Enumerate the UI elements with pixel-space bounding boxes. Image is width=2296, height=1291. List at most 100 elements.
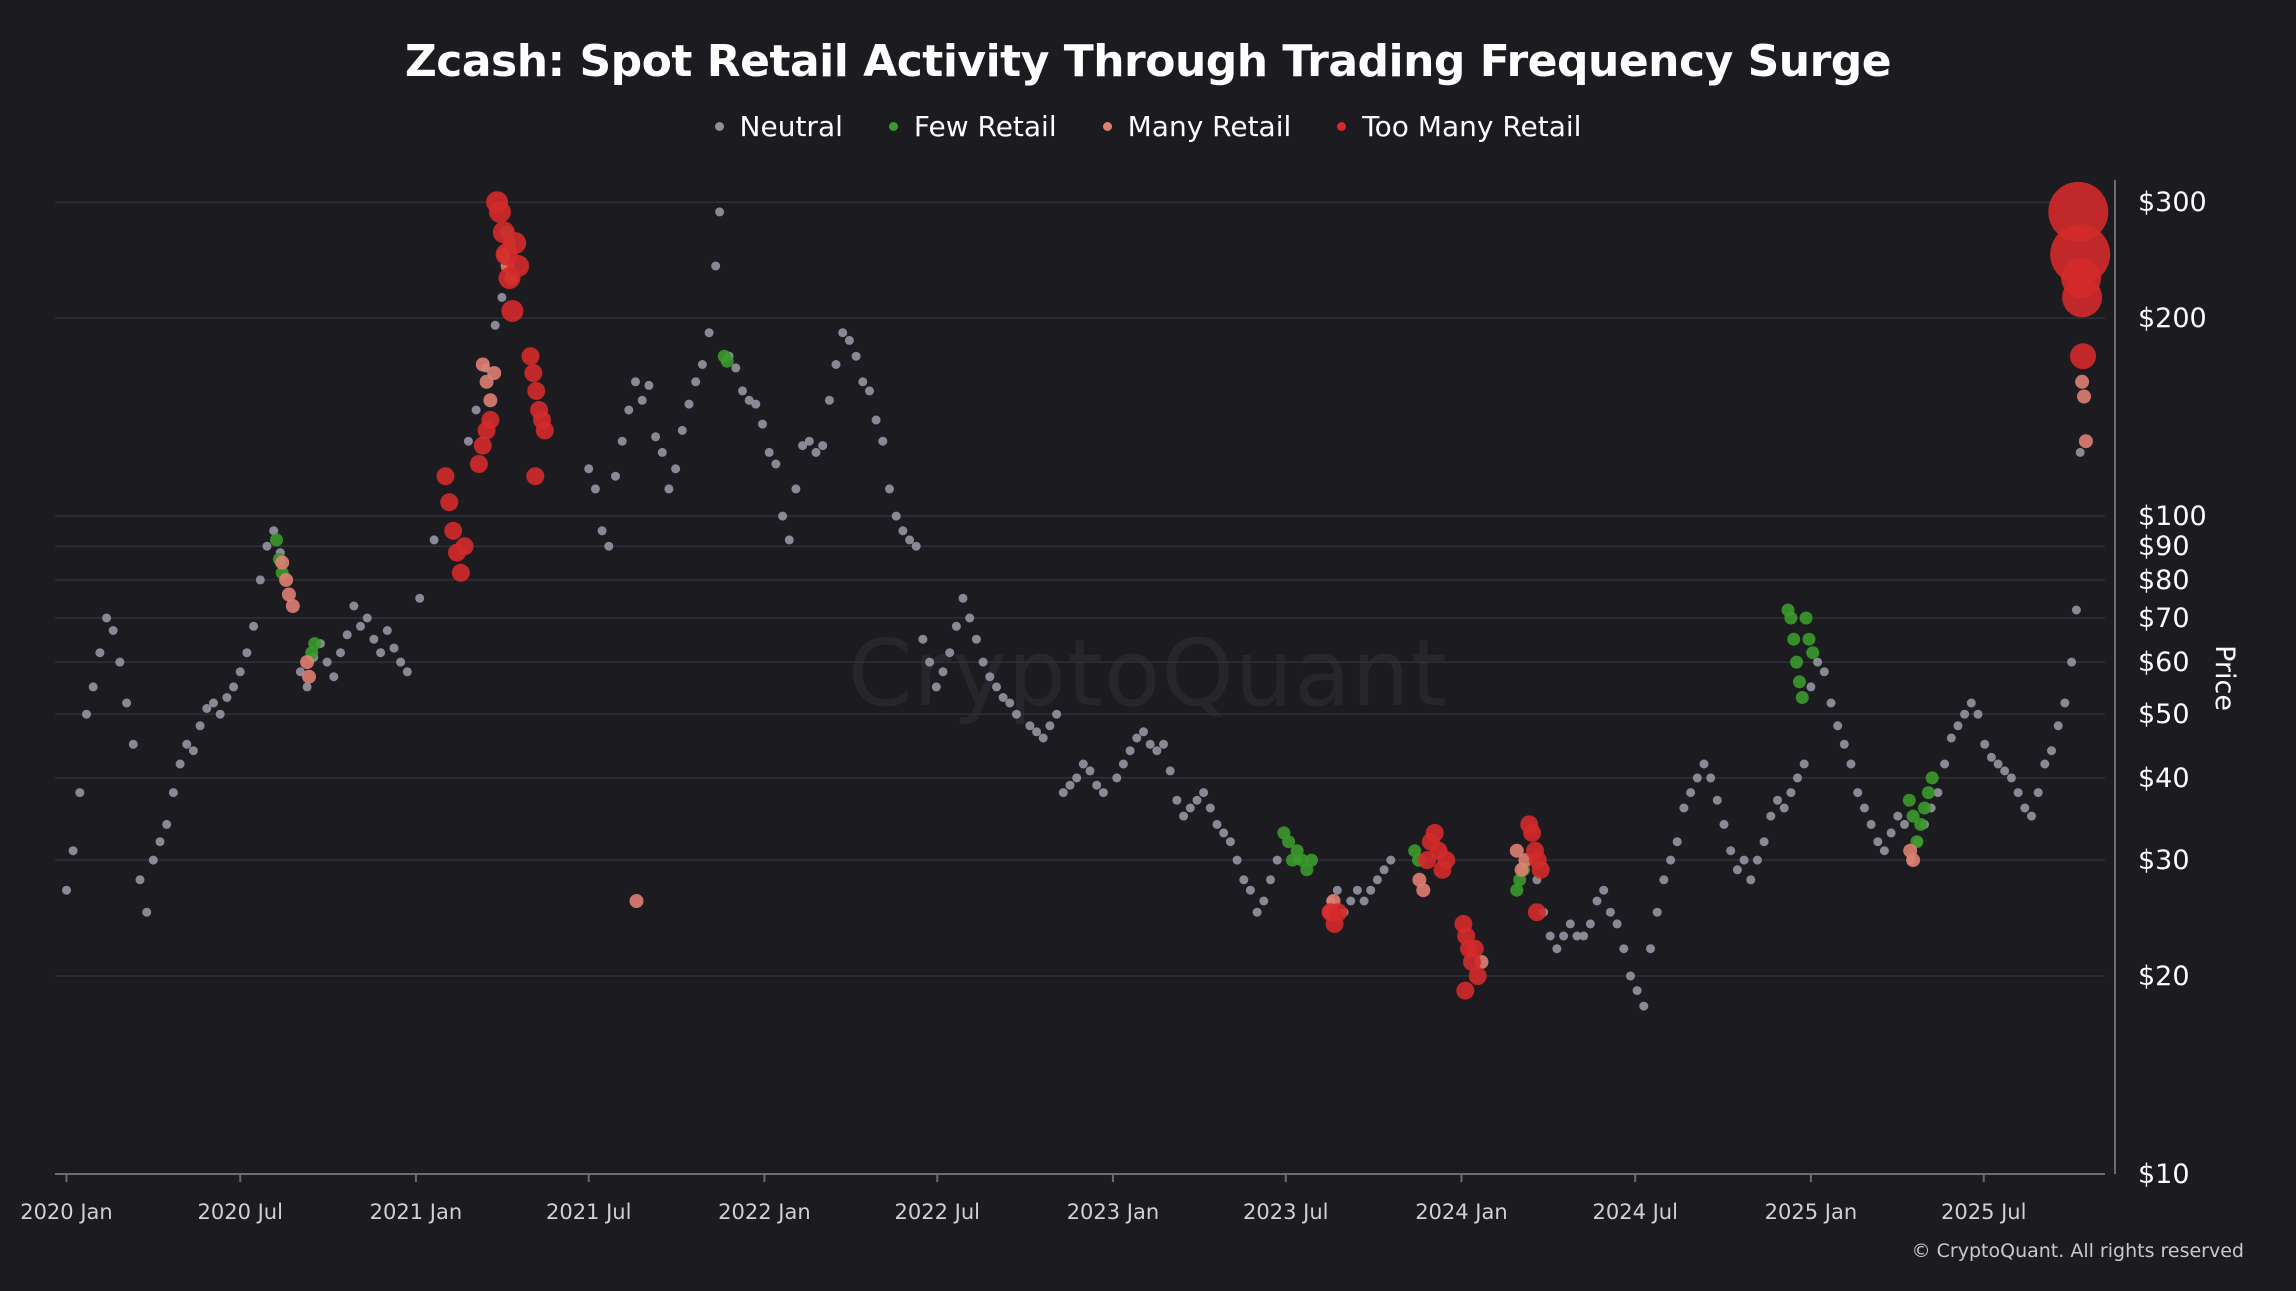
few-retail-point — [1510, 883, 1524, 897]
neutral-point — [2033, 788, 2043, 798]
neutral-point — [1973, 709, 1983, 719]
neutral-point — [1986, 752, 1996, 762]
neutral-point — [1879, 846, 1889, 856]
legend-marker-neutral — [714, 122, 724, 131]
legend-item-few-retail[interactable]: Few Retail — [888, 110, 1057, 143]
neutral-point — [175, 759, 185, 769]
neutral-point — [108, 626, 118, 635]
neutral-point — [871, 415, 881, 425]
neutral-point — [1092, 780, 1102, 790]
neutral-point — [965, 613, 975, 623]
neutral-point — [1686, 788, 1696, 798]
legend-item-many-retail[interactable]: Many Retail — [1102, 110, 1292, 143]
neutral-point — [1773, 795, 1782, 805]
neutral-point — [1933, 788, 1943, 798]
neutral-point — [677, 425, 687, 435]
neutral-point — [905, 535, 915, 545]
neutral-point — [429, 535, 439, 545]
neutral-point — [209, 698, 218, 708]
many-retail-point — [279, 572, 294, 587]
neutral-point — [102, 613, 112, 623]
neutral-point — [691, 377, 701, 387]
neutral-point — [82, 709, 91, 719]
too-many-retail-point — [451, 563, 470, 582]
too-many-retail-point — [1456, 981, 1475, 1000]
neutral-point — [1873, 837, 1883, 847]
x-tick-label: 2025 Jul — [1941, 1200, 2026, 1224]
neutral-point — [1005, 698, 1015, 708]
neutral-point — [135, 875, 145, 885]
few-retail-point — [308, 637, 322, 651]
neutral-point — [68, 846, 78, 856]
neutral-point — [1752, 855, 1762, 865]
neutral-point — [155, 837, 165, 847]
neutral-point — [1786, 788, 1796, 798]
legend-item-too-many-retail[interactable]: Too Many Retail — [1337, 110, 1581, 143]
x-tick-label: 2022 Jan — [718, 1200, 811, 1224]
neutral-point — [1946, 733, 1956, 743]
legend-label-many-retail: Many Retail — [1127, 110, 1292, 143]
legend-label-few-retail: Few Retail — [913, 110, 1057, 143]
y-tick-label: $80 — [2138, 565, 2190, 596]
too-many-retail-point — [2062, 277, 2103, 318]
neutral-point — [2040, 759, 2050, 769]
neutral-point — [2067, 657, 2077, 667]
neutral-point — [1272, 855, 1282, 865]
neutral-point — [617, 436, 627, 446]
neutral-point — [1038, 733, 1048, 743]
too-many-retail-point — [469, 455, 488, 473]
neutral-point — [697, 360, 707, 369]
watermark: CryptoQuant — [848, 620, 1448, 727]
neutral-point — [168, 788, 178, 798]
neutral-point — [1085, 766, 1095, 776]
neutral-point — [1966, 698, 1976, 708]
neutral-point — [202, 704, 212, 713]
neutral-point — [1352, 885, 1362, 895]
y-tick-label: $10 — [2138, 1159, 2190, 1190]
neutral-point — [1565, 919, 1575, 929]
many-retail-point — [275, 555, 290, 570]
neutral-point — [1185, 803, 1195, 813]
neutral-point — [249, 621, 259, 631]
legend-marker-too-many-retail — [1337, 122, 1347, 131]
few-retail-point — [1784, 611, 1798, 625]
neutral-point — [1739, 855, 1749, 865]
legend-item-neutral[interactable]: Neutral — [714, 110, 843, 143]
too-many-retail-point — [1523, 823, 1542, 842]
few-retail-point — [1305, 853, 1318, 867]
neutral-point — [336, 648, 345, 658]
neutral-point — [1853, 788, 1863, 798]
neutral-point — [369, 634, 379, 644]
neutral-point — [329, 672, 339, 682]
legend-marker-many-retail — [1102, 122, 1112, 131]
few-retail-point — [1787, 632, 1801, 646]
x-tick-label: 2024 Jan — [1415, 1200, 1508, 1224]
neutral-point — [1859, 803, 1869, 813]
neutral-point — [1605, 907, 1615, 917]
neutral-point — [1545, 931, 1555, 941]
too-many-retail-point — [524, 364, 543, 382]
many-retail-point — [300, 655, 315, 670]
few-retail-point — [1793, 675, 1806, 689]
neutral-point — [2047, 746, 2056, 756]
neutral-point — [684, 399, 694, 409]
too-many-retail-point — [481, 411, 500, 429]
y-tick-label: $100 — [2138, 501, 2207, 532]
too-many-retail-point — [1468, 967, 1487, 985]
neutral-point — [396, 657, 406, 667]
neutral-point — [664, 484, 674, 494]
neutral-point — [1145, 739, 1155, 749]
neutral-point — [349, 601, 359, 611]
neutral-point — [229, 682, 239, 692]
neutral-point — [2000, 766, 2010, 776]
x-tick-label: 2023 Jan — [1067, 1200, 1160, 1224]
few-retail-point — [1921, 786, 1935, 800]
too-many-retail-point — [521, 347, 540, 366]
neutral-point — [744, 395, 754, 405]
few-retail-point — [1790, 655, 1804, 669]
neutral-point — [811, 447, 821, 457]
y-tick-label: $70 — [2138, 603, 2190, 634]
neutral-point — [778, 511, 788, 521]
scatter-points — [62, 181, 2111, 1011]
